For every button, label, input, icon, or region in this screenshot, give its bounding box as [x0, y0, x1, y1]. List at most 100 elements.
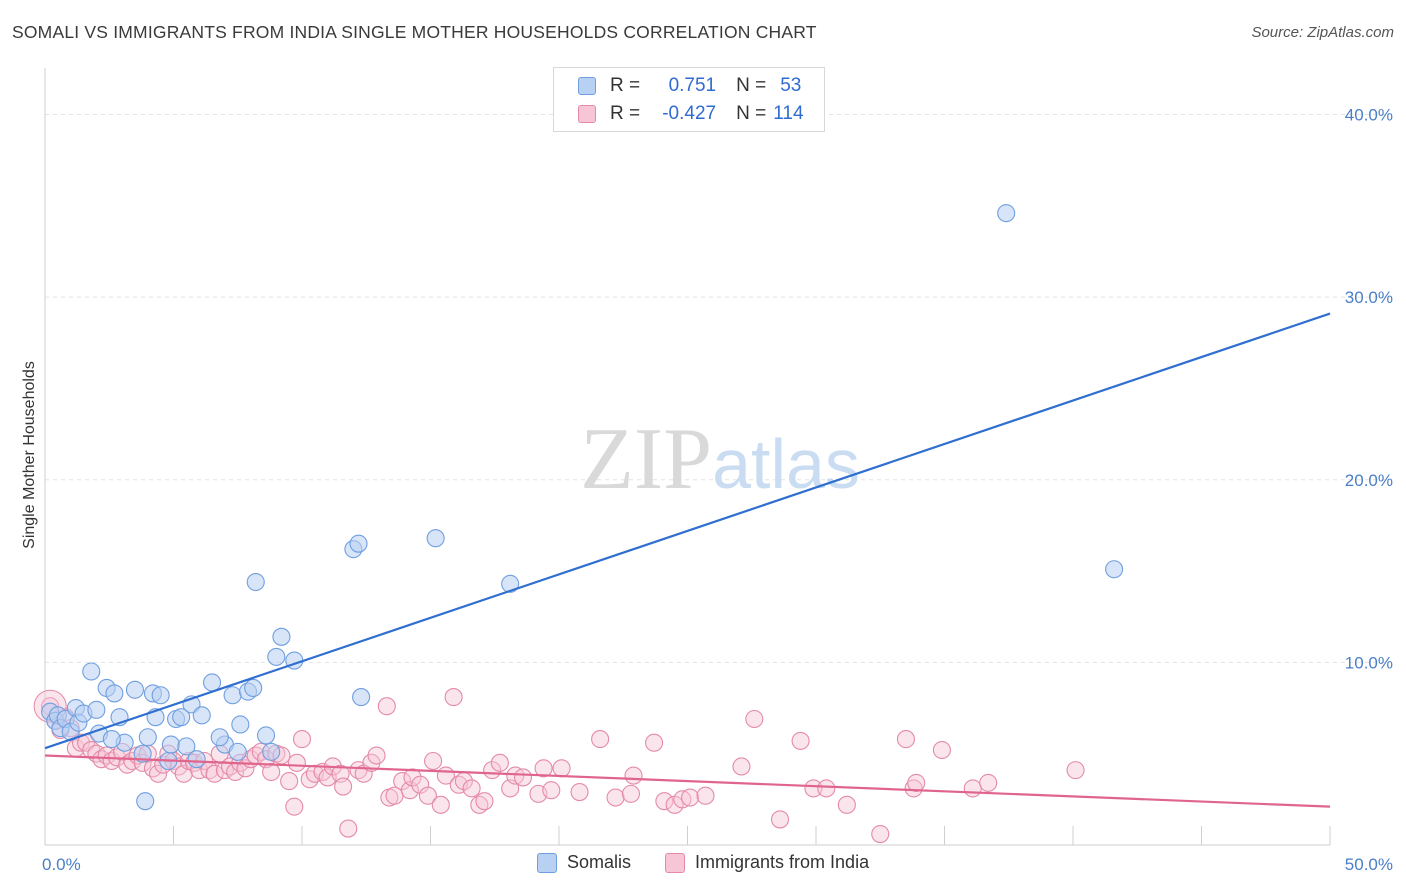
india-point: [673, 790, 692, 809]
x-tick-label: 50.0%: [1345, 855, 1393, 874]
gridlines: [45, 114, 1390, 663]
india-point: [681, 788, 700, 807]
legend-row-india: R = -0.427 N = 114: [554, 101, 804, 127]
somalis-legend-label: Somalis: [567, 852, 632, 872]
somali-point: [177, 737, 196, 756]
somali-point: [172, 708, 191, 727]
india-point: [896, 730, 916, 749]
india-point: [606, 788, 625, 807]
india-point: [280, 772, 299, 791]
somali-point: [136, 792, 155, 811]
y-tick-label: 40.0%: [1345, 106, 1393, 125]
india-point: [570, 782, 589, 802]
somali-point: [161, 735, 180, 754]
india-point: [205, 764, 224, 783]
somali-point: [256, 726, 276, 745]
somali-point: [87, 700, 106, 719]
n-value: 114: [773, 103, 804, 124]
r-value: 0.751: [668, 75, 717, 96]
india-point: [462, 779, 481, 798]
india-point: [791, 731, 810, 750]
source-label: Source: ZipAtlas.com: [1251, 24, 1394, 41]
somali-point: [262, 742, 281, 761]
somali-point: [244, 678, 263, 697]
india-point: [403, 768, 422, 787]
somali-point: [223, 686, 242, 705]
india-point: [470, 795, 489, 814]
india-point: [513, 768, 533, 787]
india-point: [292, 730, 312, 749]
somali-trend-line: [44, 312, 1331, 750]
india-point: [418, 786, 437, 805]
india-point: [393, 772, 412, 791]
watermark: ZIPatlas: [580, 411, 860, 508]
somali-point: [187, 750, 206, 769]
somali-point: [267, 647, 286, 666]
axes: [44, 68, 1331, 846]
india-point: [979, 773, 998, 792]
trend-lines: [44, 312, 1331, 808]
india-point: [377, 697, 396, 716]
india-swatch: [578, 105, 596, 123]
x-tick-label: 0.0%: [42, 855, 81, 874]
india-legend-label: Immigrants from India: [695, 852, 870, 872]
india-point: [621, 784, 641, 803]
india-point: [424, 751, 443, 771]
india-point: [645, 733, 664, 752]
r-label: R =: [610, 103, 641, 124]
legend-row-somalis: R = 0.751 N = 53: [554, 73, 801, 99]
n-label: N =: [736, 75, 767, 96]
r-label: R =: [610, 75, 641, 96]
india-point: [732, 757, 751, 776]
somali-point: [997, 204, 1016, 223]
r-value: -0.427: [662, 103, 717, 124]
india-point: [745, 709, 764, 729]
somali-point: [125, 680, 144, 699]
india-point: [542, 781, 561, 800]
india-point: [490, 753, 509, 772]
watermark-zip: ZIP: [580, 411, 712, 508]
india-point: [367, 746, 386, 765]
correlation-legend: R = 0.751 N = 53 R = -0.427 N = 114: [553, 67, 825, 132]
india-point: [804, 779, 823, 798]
somali-point: [192, 706, 211, 725]
series-legend: Somalis Immigrants from India: [537, 852, 869, 873]
somali-point: [246, 572, 265, 592]
somali-point: [352, 688, 371, 707]
y-tick-label: 30.0%: [1345, 288, 1393, 307]
somali-points: [41, 204, 1124, 811]
somali-point: [105, 684, 124, 703]
india-point: [534, 759, 553, 778]
somali-point: [1105, 560, 1124, 579]
somali-point: [82, 662, 101, 681]
india-point: [907, 773, 926, 792]
n-label: N =: [736, 103, 767, 124]
tick-labels: 10.0% 20.0% 30.0% 40.0% 0.0% 50.0%: [42, 106, 1393, 874]
india-point: [431, 795, 450, 814]
somali-point: [228, 742, 247, 761]
india-point: [149, 764, 168, 783]
india-point: [655, 792, 674, 811]
watermark-atlas: atlas: [712, 425, 860, 503]
somalis-legend-swatch: [537, 852, 557, 873]
india-point: [475, 792, 494, 811]
india-point: [444, 688, 463, 707]
india-point: [624, 766, 643, 785]
somali-point: [426, 529, 445, 548]
india-point: [871, 824, 890, 844]
somali-point: [138, 728, 157, 747]
india-legend-swatch: [665, 852, 686, 873]
n-value: 53: [780, 75, 802, 96]
india-point: [285, 797, 304, 816]
india-point: [118, 755, 137, 774]
somali-point: [203, 673, 222, 692]
india-point: [102, 751, 121, 771]
india-point: [262, 762, 281, 782]
somali-point: [151, 686, 170, 705]
somalis-swatch: [578, 77, 596, 95]
india-point: [837, 795, 856, 814]
india-point: [334, 777, 353, 796]
india-point: [1066, 761, 1085, 780]
chart-title: SOMALI VS IMMIGRANTS FROM INDIA SINGLE M…: [12, 22, 817, 42]
somali-point: [210, 728, 229, 747]
